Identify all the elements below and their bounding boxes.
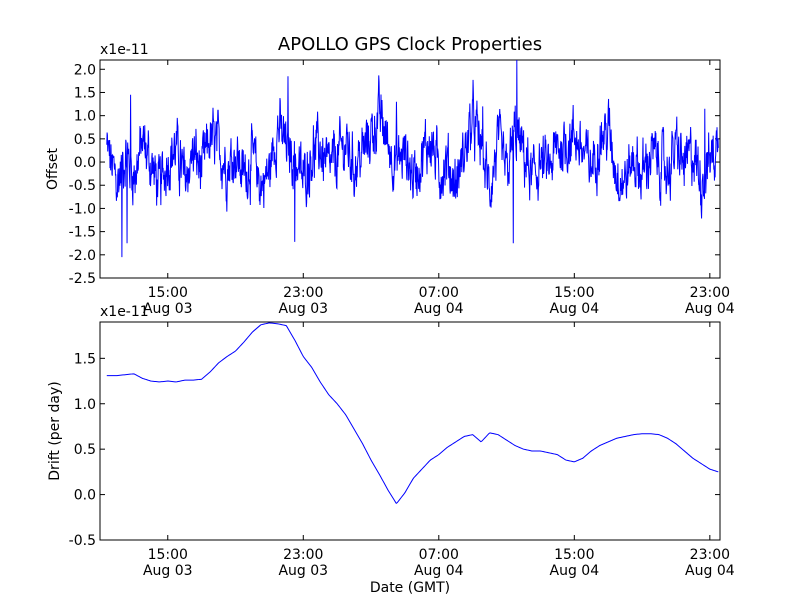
drift-x-tick-time: 15:00 <box>148 547 188 563</box>
drift-x-tick-date: Aug 04 <box>685 563 735 579</box>
offset-y-tick-label: -2.0 <box>69 248 96 264</box>
drift-x-tick-time: 23:00 <box>283 547 323 563</box>
offset-y-tick-label: -0.5 <box>69 178 96 194</box>
offset-y-tick-label: -1.0 <box>69 201 96 217</box>
offset-plot-frame <box>99 59 721 279</box>
drift-y-tick-label: 0.5 <box>74 442 96 458</box>
drift-x-tick-time: 15:00 <box>554 547 594 563</box>
offset-x-tick-time: 23:00 <box>283 285 323 301</box>
drift-y-tick-label: 1.0 <box>74 397 96 413</box>
drift-x-tick-date: Aug 03 <box>143 563 193 579</box>
offset-y-tick-label: 1.0 <box>74 109 96 125</box>
offset-series-group <box>106 60 719 258</box>
offset-x-tick-time: 07:00 <box>419 285 459 301</box>
offset-x-tick-time: 23:00 <box>690 285 730 301</box>
offset-y-axis-label: Offset <box>45 147 61 190</box>
chart-title: APOLLO GPS Clock Properties <box>278 34 542 55</box>
offset-multiplier-label: x1e-11 <box>100 42 149 58</box>
offset-y-tick-label: 1.5 <box>74 85 96 101</box>
offset-y-tick-label: -1.5 <box>69 225 96 241</box>
offset-panel: -2.5 -2.0 -1.5 -1.0 -0.5 0.0 0.5 1.0 1.5 2.0 15:00… <box>45 42 735 317</box>
offset-ticks: -2.5 -2.0 -1.5 -1.0 -0.5 0.0 0.5 1.0 1.5 2.0 15:00… <box>69 60 735 317</box>
drift-multiplier-label: x1e-11 <box>100 304 149 320</box>
drift-series-line <box>106 322 719 505</box>
offset-y-tick-label: -2.5 <box>69 271 96 287</box>
offset-y-tick-label: 0.5 <box>74 132 96 148</box>
drift-x-tick-time: 23:00 <box>690 547 730 563</box>
offset-x-tick-date: Aug 04 <box>550 301 600 317</box>
drift-x-tick-time: 07:00 <box>419 547 459 563</box>
offset-x-tick-date: Aug 03 <box>143 301 193 317</box>
offset-x-tick-date: Aug 04 <box>685 301 735 317</box>
drift-y-tick-label: 0.0 <box>74 488 96 504</box>
offset-x-tick-date: Aug 03 <box>278 301 328 317</box>
x-axis-label: Date (GMT) <box>370 580 450 596</box>
drift-y-tick-label: 1.5 <box>74 351 96 367</box>
drift-y-tick-label: -0.5 <box>69 533 96 549</box>
drift-x-tick-date: Aug 04 <box>414 563 464 579</box>
offset-series-line <box>106 60 719 258</box>
drift-x-tick-date: Aug 03 <box>278 563 328 579</box>
offset-x-tick-date: Aug 04 <box>414 301 464 317</box>
offset-x-tick-time: 15:00 <box>148 285 188 301</box>
offset-y-tick-label: 2.0 <box>74 62 96 78</box>
offset-x-tick-time: 15:00 <box>554 285 594 301</box>
offset-y-tick-label: 0.0 <box>74 155 96 171</box>
drift-plot-frame <box>99 321 721 541</box>
drift-x-tick-date: Aug 04 <box>550 563 600 579</box>
drift-y-axis-label: Drift (per day) <box>47 381 63 480</box>
drift-series-group <box>106 322 719 505</box>
